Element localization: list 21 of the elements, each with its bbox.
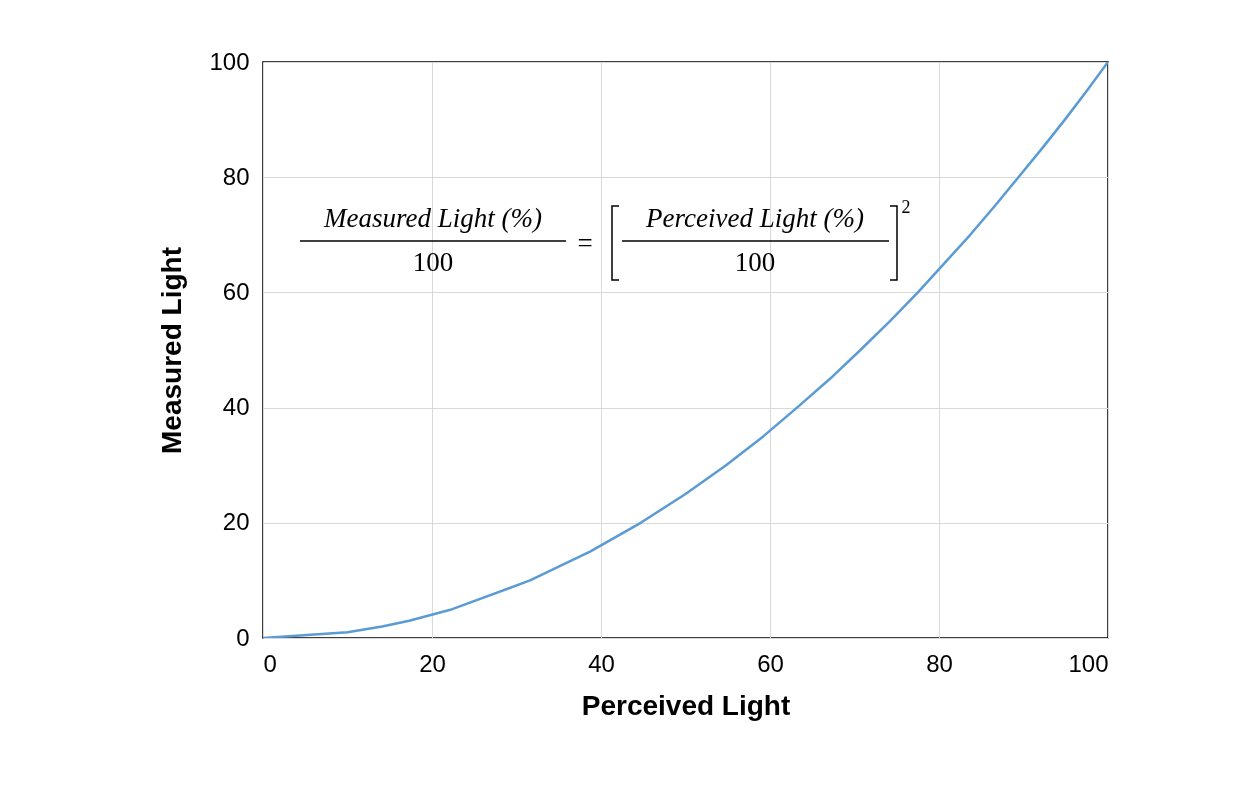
- y-tick-label: 80: [222, 162, 250, 190]
- annotation: 100: [734, 246, 776, 277]
- y-axis-title: Measured Light: [156, 247, 188, 454]
- x-axis-title: Perceived Light: [581, 689, 791, 721]
- annotation: =: [577, 227, 593, 258]
- annotation: Measured Light (%): [324, 202, 542, 233]
- y-tick-label: 100: [209, 47, 250, 75]
- x-tick-label: 100: [1068, 649, 1109, 677]
- x-tick-label: 0: [263, 649, 277, 677]
- x-tick-label: 20: [419, 649, 446, 677]
- annotation: 100: [412, 246, 454, 277]
- annotation: 2: [901, 197, 911, 217]
- x-tick-label: 60: [757, 649, 784, 677]
- x-tick-label: 80: [926, 649, 953, 677]
- y-tick-label: 60: [222, 277, 250, 305]
- y-tick-label: 40: [222, 393, 250, 421]
- x-tick-label: 40: [588, 649, 615, 677]
- y-tick-label: 20: [222, 508, 250, 536]
- annotation: Perceived Light (%): [646, 202, 864, 233]
- y-tick-label: 0: [236, 623, 250, 651]
- line-series: [263, 62, 1108, 638]
